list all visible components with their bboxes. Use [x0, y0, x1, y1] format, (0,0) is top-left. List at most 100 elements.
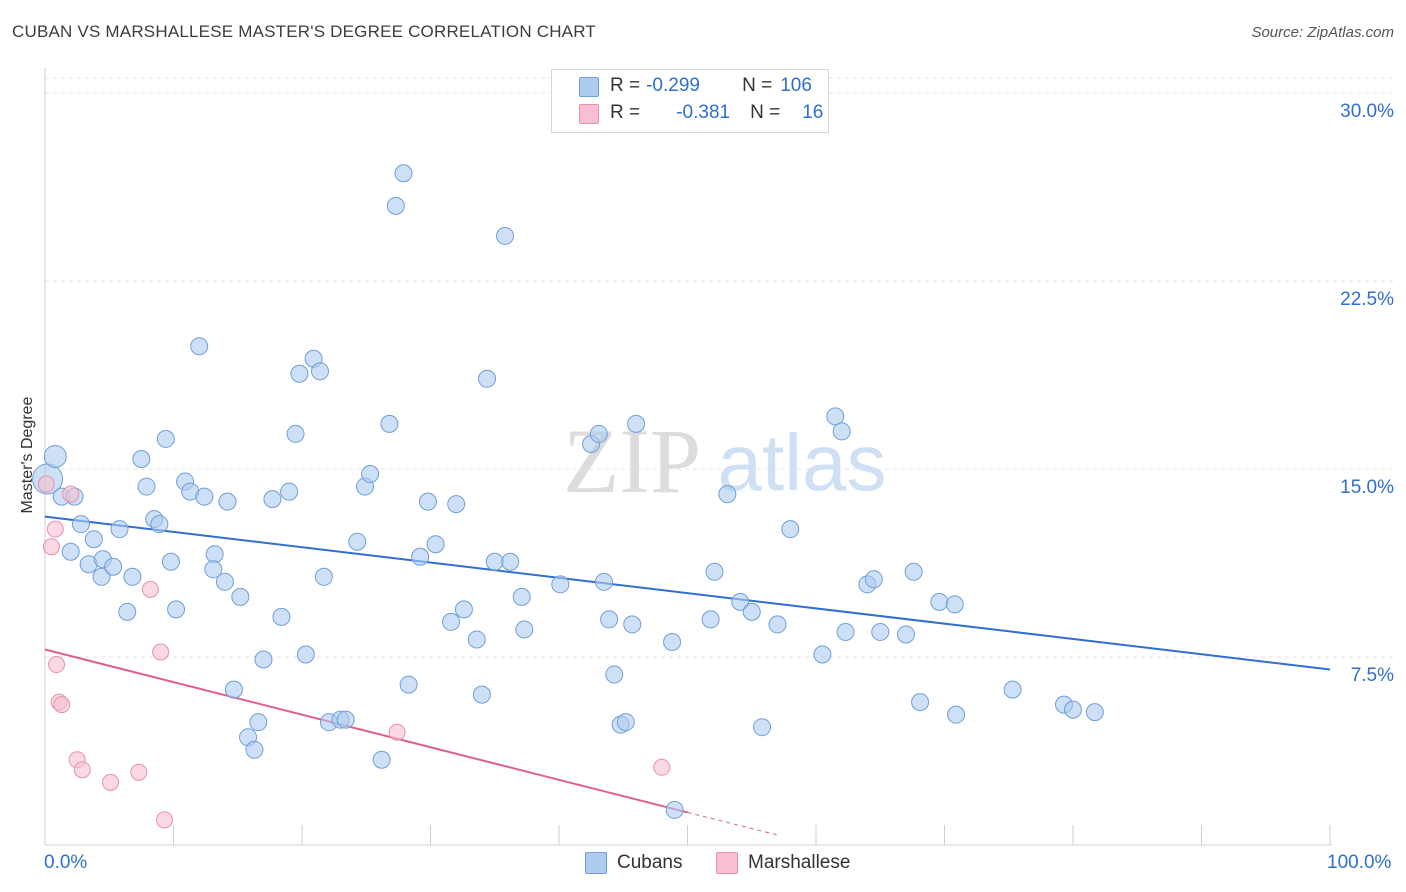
point-cubans	[92, 567, 111, 586]
point-cubans	[218, 492, 237, 511]
point-cubans	[190, 337, 209, 356]
point-cubans	[930, 592, 949, 611]
legend-n-value: 106	[780, 75, 812, 96]
bottom-legend-cubans: Cubans	[585, 852, 683, 874]
point-cubans	[485, 552, 504, 571]
point-marshallese	[388, 723, 406, 741]
point-cubans	[1064, 700, 1082, 719]
point-cubans	[104, 557, 123, 576]
point-cubans	[472, 685, 491, 704]
source-label: Source: ZipAtlas.com	[1251, 24, 1394, 41]
point-marshallese	[46, 520, 64, 538]
point-cubans	[753, 718, 772, 737]
point-cubans	[286, 424, 305, 443]
point-cubans	[380, 414, 399, 433]
point-cubans	[663, 632, 682, 651]
point-cubans	[665, 800, 684, 819]
point-cubans	[605, 665, 624, 684]
point-cubans	[742, 602, 761, 621]
point-cubans	[280, 482, 299, 501]
point-cubans	[372, 750, 391, 769]
point-cubans	[501, 552, 520, 571]
point-cubans	[386, 196, 405, 215]
x-tick-label-min: 0.0%	[44, 852, 88, 873]
point-cubans	[515, 620, 534, 639]
point-cubans	[272, 607, 291, 626]
y-tick-label: 15.0%	[1340, 477, 1394, 499]
point-cubans	[161, 552, 180, 571]
bottom-legend-swatch-cubans	[585, 852, 607, 874]
point-cubans	[394, 164, 413, 183]
point-cubans	[496, 226, 515, 245]
point-cubans	[781, 520, 800, 539]
legend-n-value: 16	[802, 102, 824, 123]
point-cubans	[118, 602, 137, 621]
legend-r-value: -0.299	[646, 75, 700, 96]
point-cubans	[310, 362, 329, 381]
point-marshallese	[130, 763, 148, 781]
bottom-legend-marshallese: Marshallese	[716, 852, 850, 874]
point-cubans	[442, 612, 461, 631]
point-cubans	[204, 560, 223, 579]
chart-title: CUBAN VS MARSHALLESE MASTER'S DEGREE COR…	[12, 22, 596, 41]
point-marshallese	[152, 643, 170, 661]
point-cubans	[426, 535, 445, 554]
point-cubans	[836, 622, 855, 641]
bottom-legend-label-cubans: Cubans	[617, 852, 683, 873]
point-cubans	[589, 424, 608, 443]
point-cubans	[945, 595, 964, 614]
point-cubans	[731, 592, 750, 611]
point-cubans	[123, 567, 142, 586]
bottom-legend-swatch-marshallese	[716, 852, 738, 874]
point-cubans	[71, 515, 90, 534]
point-marshallese	[48, 656, 66, 674]
point-cubans	[832, 422, 851, 441]
trend-line-marshallese	[44, 648, 688, 814]
point-cubans	[296, 645, 315, 664]
point-cubans	[911, 693, 930, 712]
legend-n-label: N =	[750, 102, 781, 123]
point-cubans	[245, 740, 264, 759]
point-marshallese	[53, 696, 71, 714]
point-cubans	[947, 705, 966, 724]
y-tick-label: 22.5%	[1340, 289, 1394, 311]
point-marshallese	[73, 761, 91, 779]
point-cubans	[1085, 703, 1104, 722]
point-cubans	[594, 572, 613, 591]
y-tick-label: 7.5%	[1350, 665, 1394, 686]
point-cubans	[418, 492, 437, 511]
y-axis-label: Master's Degree	[19, 396, 36, 514]
point-cubans	[110, 520, 129, 539]
point-cubans	[600, 610, 619, 629]
trend-lines	[44, 515, 1331, 836]
legend-swatch-cubans	[579, 77, 599, 97]
point-marshallese	[141, 580, 159, 598]
point-cubans	[314, 567, 333, 586]
point-marshallese	[37, 475, 55, 493]
point-cubans	[1003, 680, 1022, 699]
point-cubans	[871, 622, 890, 641]
point-marshallese	[156, 811, 174, 829]
point-cubans	[813, 645, 832, 664]
trend-line-cubans	[44, 515, 1331, 671]
point-cubans	[195, 487, 214, 506]
point-cubans	[705, 562, 724, 581]
point-cubans	[43, 444, 67, 468]
point-cubans	[254, 650, 273, 669]
stats-legend: R = -0.299 N = 106 R = -0.381 N = 16	[551, 69, 829, 133]
legend-n-label: N =	[742, 75, 773, 96]
legend-row-marshallese: R = -0.381 N = 16	[610, 101, 823, 125]
point-cubans	[768, 615, 787, 634]
point-cubans	[467, 630, 486, 649]
point-cubans	[454, 600, 473, 619]
point-cubans	[864, 570, 883, 589]
point-cubans	[156, 429, 175, 448]
legend-r-value: -0.381	[676, 102, 731, 123]
point-cubans	[411, 547, 430, 566]
point-cubans	[336, 710, 355, 729]
point-cubans	[361, 465, 380, 484]
point-cubans	[348, 532, 367, 551]
point-cubans	[205, 545, 224, 564]
point-cubans	[512, 587, 531, 606]
